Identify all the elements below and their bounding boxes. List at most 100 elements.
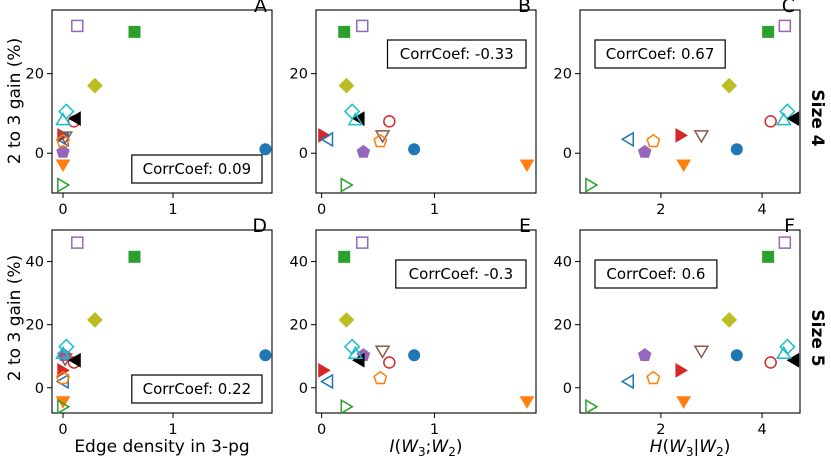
data-point-triangle-left xyxy=(319,373,334,390)
data-point-triangle-down xyxy=(676,396,692,409)
y-tick-label: 40 xyxy=(290,255,308,271)
data-point-triangle-up xyxy=(347,345,364,360)
axes-frame xyxy=(51,229,273,414)
data-point-pentagon xyxy=(56,144,70,158)
panel-letter: C xyxy=(782,0,795,17)
corr-coef-box xyxy=(395,259,527,289)
data-point-triangle-down xyxy=(693,345,710,359)
corr-coef-text: CorrCoef: 0.6 xyxy=(606,265,705,283)
data-point-circle xyxy=(730,349,743,362)
panel-c: 2 4 0 20 C CorrCoef: 0.67 xyxy=(554,0,801,218)
data-point-triangle-right xyxy=(57,398,71,415)
axes-frame xyxy=(315,9,537,194)
corr-coef-box xyxy=(386,39,527,69)
axes-frame xyxy=(579,9,801,194)
panel-letter: B xyxy=(518,0,531,17)
y-tick-label: 0 xyxy=(299,381,308,397)
y-tick-label: 20 xyxy=(554,67,572,83)
x-tick-label: 4 xyxy=(757,202,766,218)
data-point-triangle-right xyxy=(585,177,599,193)
data-point-triangle-up xyxy=(776,345,792,360)
data-point-pentagon xyxy=(373,370,388,385)
data-point-triangle-right xyxy=(585,398,599,415)
data-point-circle xyxy=(730,143,743,156)
data-point-triangle-right xyxy=(675,127,688,143)
y-tick-label: 20 xyxy=(26,67,44,83)
data-point-diamond xyxy=(87,312,103,328)
data-point-triangle-up xyxy=(347,112,364,126)
row-label-size-5: Size 5 xyxy=(807,309,827,366)
corr-coef-box xyxy=(131,374,263,404)
ylabel-bottom: 2 to 3 gain (%) xyxy=(5,255,25,381)
data-point-triangle-right xyxy=(675,363,688,378)
data-point-pentagon xyxy=(637,144,652,158)
panel-letter: D xyxy=(252,215,267,237)
data-point-pentagon xyxy=(373,133,388,148)
panel-letter: A xyxy=(254,0,267,17)
ylabel-top: 2 to 3 gain (%) xyxy=(5,38,25,164)
data-point-square xyxy=(338,250,351,263)
data-point-circle xyxy=(259,349,272,362)
data-point-circle xyxy=(259,143,272,156)
data-point-pentagon xyxy=(646,370,661,385)
data-point-triangle-up xyxy=(776,112,792,126)
data-point-triangle-left xyxy=(620,131,634,148)
corr-coef-box xyxy=(594,39,726,69)
data-point-circle xyxy=(764,115,777,128)
y-tick-label: 0 xyxy=(299,146,308,162)
data-point-triangle-right xyxy=(340,177,354,193)
y-tick-label: 0 xyxy=(563,146,572,162)
data-point-triangle-left xyxy=(68,111,81,126)
y-tick-label: 20 xyxy=(290,318,308,334)
data-point-square xyxy=(778,19,792,33)
panel-letter: F xyxy=(784,215,795,237)
data-point-triangle-left xyxy=(319,131,334,148)
data-point-pentagon xyxy=(55,133,71,148)
y-tick-label: 40 xyxy=(554,255,572,271)
data-point-triangle-up xyxy=(55,112,71,126)
data-point-diamond xyxy=(721,312,738,328)
x-tick-label: 2 xyxy=(656,422,665,438)
data-point-triangle-left xyxy=(68,352,81,368)
data-point-triangle-down xyxy=(676,159,692,172)
data-point-pentagon xyxy=(55,370,71,385)
data-point-triangle-down xyxy=(519,159,535,172)
data-point-triangle-left xyxy=(620,373,634,390)
data-point-diamond xyxy=(721,77,738,94)
data-point-circle xyxy=(383,115,396,128)
data-point-square xyxy=(71,236,84,249)
corr-coef-box xyxy=(131,154,263,184)
data-point-diamond xyxy=(338,312,355,328)
x-axis-label: Edge density in 3-pg xyxy=(74,437,249,457)
data-point-circle xyxy=(383,356,396,369)
corr-coef-text: CorrCoef: 0.22 xyxy=(143,380,252,398)
data-point-square xyxy=(778,236,792,249)
panel-letter: E xyxy=(519,215,531,237)
data-point-square xyxy=(356,236,369,249)
data-point-square xyxy=(128,250,141,263)
y-tick-label: 20 xyxy=(554,318,572,334)
data-point-square xyxy=(338,25,351,38)
data-point-circle xyxy=(764,356,777,369)
y-tick-label: 0 xyxy=(563,381,572,397)
data-point-triangle-left xyxy=(786,352,800,368)
axes-frame xyxy=(579,229,801,414)
data-point-triangle-down xyxy=(693,130,710,144)
data-point-triangle-down xyxy=(519,396,535,409)
axes-frame xyxy=(315,229,537,414)
y-tick-label: 20 xyxy=(290,67,308,83)
data-point-pentagon xyxy=(637,348,652,362)
corr-coef-text: CorrCoef: -0.33 xyxy=(400,45,514,63)
corr-coef-text: CorrCoef: 0.09 xyxy=(143,160,252,178)
x-tick-label: 1 xyxy=(168,422,177,438)
data-point-diamond xyxy=(338,77,355,94)
data-point-square xyxy=(762,25,775,38)
y-tick-label: 40 xyxy=(26,255,44,271)
x-axis-label: I(W3;W2) xyxy=(390,437,463,459)
y-tick-label: 0 xyxy=(35,381,44,397)
x-tick-label: 1 xyxy=(430,422,439,438)
